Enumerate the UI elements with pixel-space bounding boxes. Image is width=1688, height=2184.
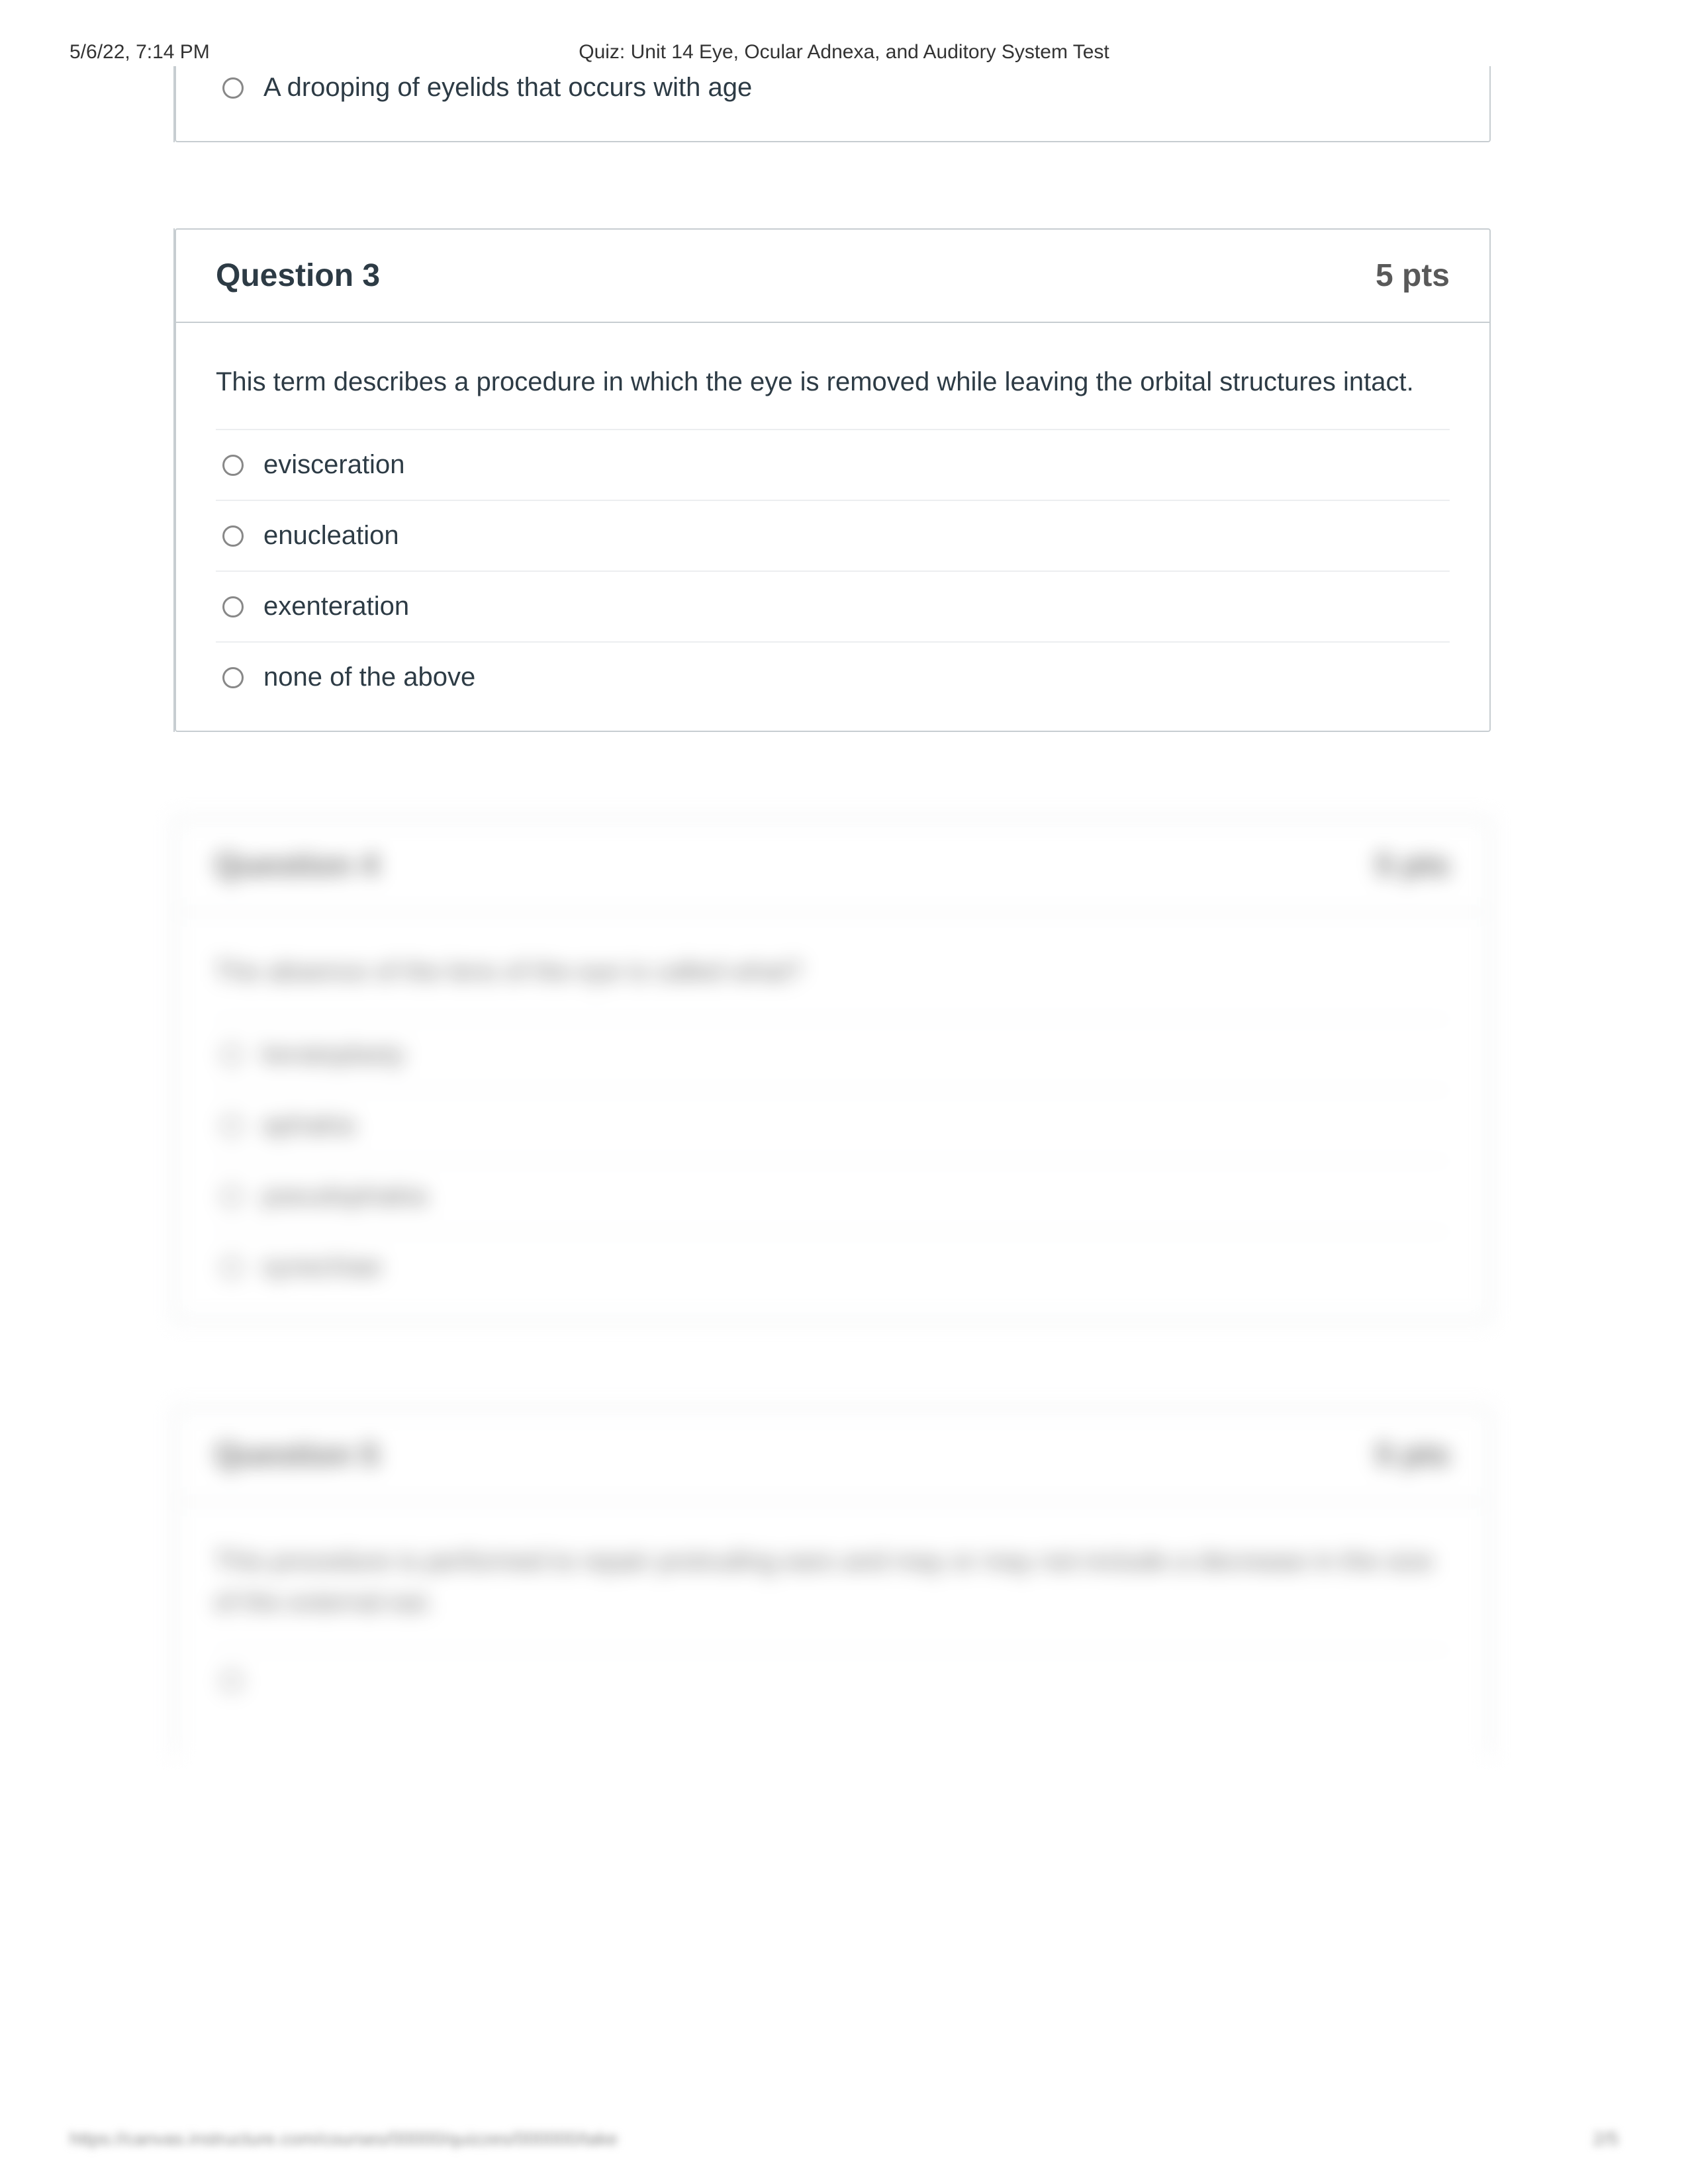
answer-option[interactable]: none of the above	[216, 641, 1450, 712]
answer-option[interactable]: exenteration	[216, 570, 1450, 641]
answer-option[interactable]: aphakia	[214, 1089, 1450, 1160]
answer-option[interactable]: synechiae	[214, 1231, 1450, 1302]
question-body: This term describes a procedure in which…	[176, 323, 1489, 731]
radio-icon[interactable]	[221, 1186, 242, 1207]
answer-option-label: evisceration	[263, 450, 404, 480]
answer-option-label: pseudophakia	[262, 1181, 427, 1211]
question-points: 5 pts	[1376, 1437, 1450, 1473]
answer-option[interactable]: enucleation	[216, 500, 1450, 570]
question-2-tail-rule: A drooping of eyelids that occurs with a…	[173, 66, 1491, 142]
question-3-rule: Question 3 5 pts This term describes a p…	[173, 228, 1491, 732]
radio-icon[interactable]	[221, 1115, 242, 1136]
question-5-card: Question 5 5 pts This procedure is perfo…	[173, 1408, 1491, 1758]
radio-icon[interactable]	[221, 1257, 242, 1278]
question-text: The absence of the lens of the eye is ca…	[214, 951, 1450, 992]
question-title: Question 5	[214, 1437, 379, 1473]
question-title: Question 3	[216, 257, 380, 294]
radio-icon[interactable]	[222, 455, 244, 476]
print-doc-title: Quiz: Unit 14 Eye, Ocular Adnexa, and Au…	[414, 41, 1274, 64]
question-header: Question 5 5 pts	[175, 1409, 1489, 1502]
radio-icon[interactable]	[221, 1044, 242, 1066]
answer-options	[214, 1649, 1450, 1711]
footer-page: 2/5	[1593, 2128, 1618, 2150]
radio-icon[interactable]	[222, 77, 244, 99]
question-4-card: Question 4 5 pts The absence of the lens…	[173, 818, 1491, 1322]
radio-icon[interactable]	[222, 525, 244, 547]
print-header: 5/6/22, 7:14 PM Quiz: Unit 14 Eye, Ocula…	[0, 41, 1688, 64]
print-footer: https://canvas.instructure.com/courses/0…	[70, 2128, 1618, 2150]
question-points: 5 pts	[1376, 257, 1450, 294]
answer-option[interactable]: evisceration	[216, 429, 1450, 500]
answer-option-label: aphakia	[262, 1111, 355, 1140]
radio-icon[interactable]	[221, 1670, 242, 1692]
answer-option-label: exenteration	[263, 592, 409, 621]
question-header: Question 4 5 pts	[175, 819, 1489, 913]
answer-option-label: A drooping of eyelids that occurs with a…	[263, 73, 752, 103]
answer-option-label: keratoplasty	[262, 1040, 405, 1069]
question-body: This procedure is performed to repair pr…	[175, 1502, 1489, 1758]
answer-option-label: none of the above	[263, 662, 475, 692]
question-body: The absence of the lens of the eye is ca…	[175, 913, 1489, 1320]
question-text: This procedure is performed to repair pr…	[214, 1541, 1450, 1623]
quiz-content: A drooping of eyelids that occurs with a…	[173, 66, 1491, 1758]
answer-option[interactable]: keratoplasty	[214, 1019, 1450, 1089]
question-2-card-tail: A drooping of eyelids that occurs with a…	[175, 66, 1491, 142]
question-text: This term describes a procedure in which…	[216, 361, 1450, 402]
print-timestamp: 5/6/22, 7:14 PM	[70, 41, 414, 64]
answer-option-label: enucleation	[263, 521, 399, 551]
answer-options: keratoplasty aphakia pseudophakia synech…	[214, 1019, 1450, 1302]
question-title: Question 4	[214, 847, 379, 884]
answer-option[interactable]	[214, 1649, 1450, 1711]
question-header: Question 3 5 pts	[176, 230, 1489, 323]
question-3-card: Question 3 5 pts This term describes a p…	[175, 228, 1491, 732]
radio-icon[interactable]	[222, 667, 244, 688]
answer-options: evisceration enucleation exenteration no…	[216, 429, 1450, 712]
question-points: 5 pts	[1376, 847, 1450, 884]
answer-option-label: synechiae	[262, 1252, 381, 1282]
answer-option[interactable]: A drooping of eyelids that occurs with a…	[216, 66, 1450, 122]
radio-icon[interactable]	[222, 596, 244, 617]
answer-option[interactable]: pseudophakia	[214, 1160, 1450, 1231]
footer-url: https://canvas.instructure.com/courses/0…	[70, 2128, 618, 2150]
